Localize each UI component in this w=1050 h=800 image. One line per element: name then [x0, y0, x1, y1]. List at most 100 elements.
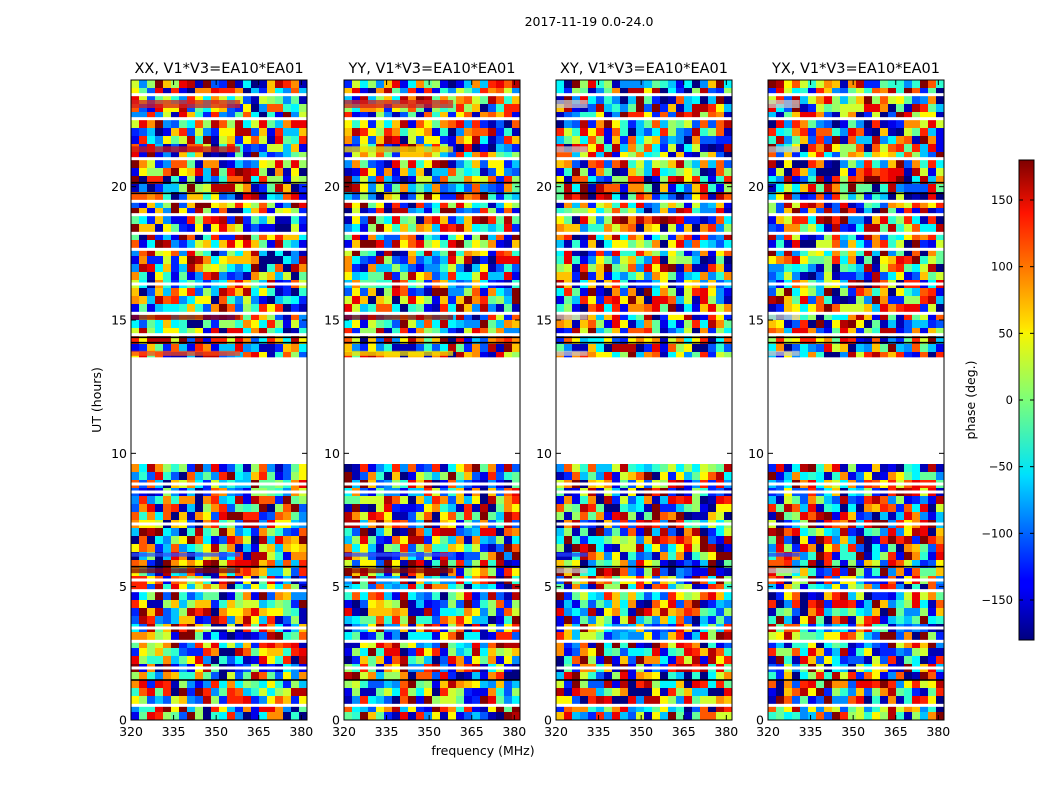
colorbar-tick-label: −50	[989, 460, 1013, 474]
panel-xx: XX, V1*V3=EA10*EA01 320 335 350 365 380 0 5 10 15…	[111, 61, 313, 739]
colorbar-label: phase (deg.)	[963, 361, 978, 440]
panel-frame	[555, 79, 733, 721]
colorbar-tick-label: 50	[998, 326, 1013, 340]
data-gap	[556, 357, 732, 464]
flag-row	[768, 626, 944, 630]
scan-separator	[556, 565, 732, 568]
flag-row	[344, 333, 520, 337]
phase-band	[768, 314, 800, 320]
x-tick-label: 365	[460, 724, 484, 739]
phase-band	[344, 552, 454, 557]
colorbar-ticks: 150 100 50 0 −50 −100 −150	[981, 193, 1034, 607]
flag-row	[344, 213, 520, 217]
phase-band	[556, 314, 588, 320]
x-tick-label: 320	[756, 724, 780, 739]
phase-band	[768, 100, 800, 108]
flag-row	[768, 231, 944, 235]
flag-row	[556, 639, 732, 643]
flag-row	[556, 117, 732, 121]
colorbar-tick-label: 0	[1006, 393, 1013, 407]
panel-yx-image	[768, 80, 944, 720]
flag-row	[768, 522, 944, 526]
flag-row	[344, 231, 520, 235]
panel-yy-image	[344, 80, 520, 720]
phase-band	[131, 552, 241, 557]
flag-row	[768, 117, 944, 121]
scan-separator	[556, 192, 732, 195]
phase-band	[768, 568, 800, 574]
x-tick-label: 350	[204, 724, 228, 739]
flag-row	[344, 490, 520, 494]
panel-title: YY, V1*V3=EA10*EA01	[348, 61, 516, 77]
flag-row	[131, 482, 307, 486]
colorbar-tick-label: −100	[981, 526, 1013, 540]
x-tick-label: 350	[417, 724, 441, 739]
colorbar-tick-label: 150	[991, 193, 1013, 207]
flag-row	[131, 247, 307, 251]
flag-row	[344, 311, 520, 315]
flag-row	[131, 666, 307, 670]
phase-band	[344, 350, 454, 356]
scan-separator	[344, 341, 520, 344]
x-tick-label: 335	[162, 724, 186, 739]
panel-frame	[767, 79, 945, 721]
x-tick-label: 365	[247, 724, 271, 739]
flag-row	[556, 522, 732, 526]
scan-separator	[131, 181, 307, 184]
flag-row	[556, 311, 732, 315]
y-tick-label: 0	[544, 713, 552, 728]
flag-row	[556, 482, 732, 486]
x-tick-label: 380	[289, 724, 313, 739]
flag-row	[131, 522, 307, 526]
x-tick-label: 380	[502, 724, 526, 739]
x-tick-label: 365	[884, 724, 908, 739]
flag-row	[131, 213, 307, 217]
x-tick-label: 365	[672, 724, 696, 739]
scan-separator	[768, 181, 944, 184]
flag-row	[556, 199, 732, 203]
scan-separator	[131, 565, 307, 568]
phase-band	[556, 568, 588, 574]
panel-frame	[343, 79, 521, 721]
scan-separator	[768, 679, 944, 681]
flag-row	[768, 589, 944, 593]
y-tick-label: 10	[748, 446, 764, 461]
scan-separator	[768, 341, 944, 344]
flag-row	[556, 578, 732, 582]
flag-row	[556, 666, 732, 670]
phase-band	[344, 146, 454, 153]
phase-band	[768, 552, 800, 557]
scan-separator	[131, 679, 307, 681]
flag-row	[344, 522, 520, 526]
phase-band	[131, 568, 241, 574]
phase-band	[344, 314, 454, 320]
flag-row	[131, 333, 307, 337]
flag-row	[768, 578, 944, 582]
y-tick-label: 10	[111, 446, 127, 461]
phase-band	[131, 314, 241, 320]
panel-xy-image	[556, 80, 732, 720]
panel-frame	[130, 79, 308, 721]
phase-band	[768, 350, 800, 356]
phase-band	[556, 350, 588, 356]
flag-row	[344, 639, 520, 643]
flag-row	[768, 490, 944, 494]
x-tick-label: 350	[629, 724, 653, 739]
flag-row	[131, 117, 307, 121]
flag-row	[344, 199, 520, 203]
phase-band	[131, 146, 241, 153]
panels: XX, V1*V3=EA10*EA01 320 335 350 365 380 0 5 10 15…	[111, 61, 950, 739]
phase-band	[131, 350, 241, 356]
phase-band	[344, 100, 454, 108]
y-tick-label: 5	[756, 579, 764, 594]
y-tick-label: 0	[119, 713, 127, 728]
flag-row	[344, 666, 520, 670]
x-tick-label: 320	[544, 724, 568, 739]
flag-row	[131, 703, 307, 707]
phase-band	[768, 146, 800, 153]
flag-row	[131, 589, 307, 593]
flag-row	[768, 639, 944, 643]
flag-row	[556, 333, 732, 337]
flag-row	[344, 626, 520, 630]
